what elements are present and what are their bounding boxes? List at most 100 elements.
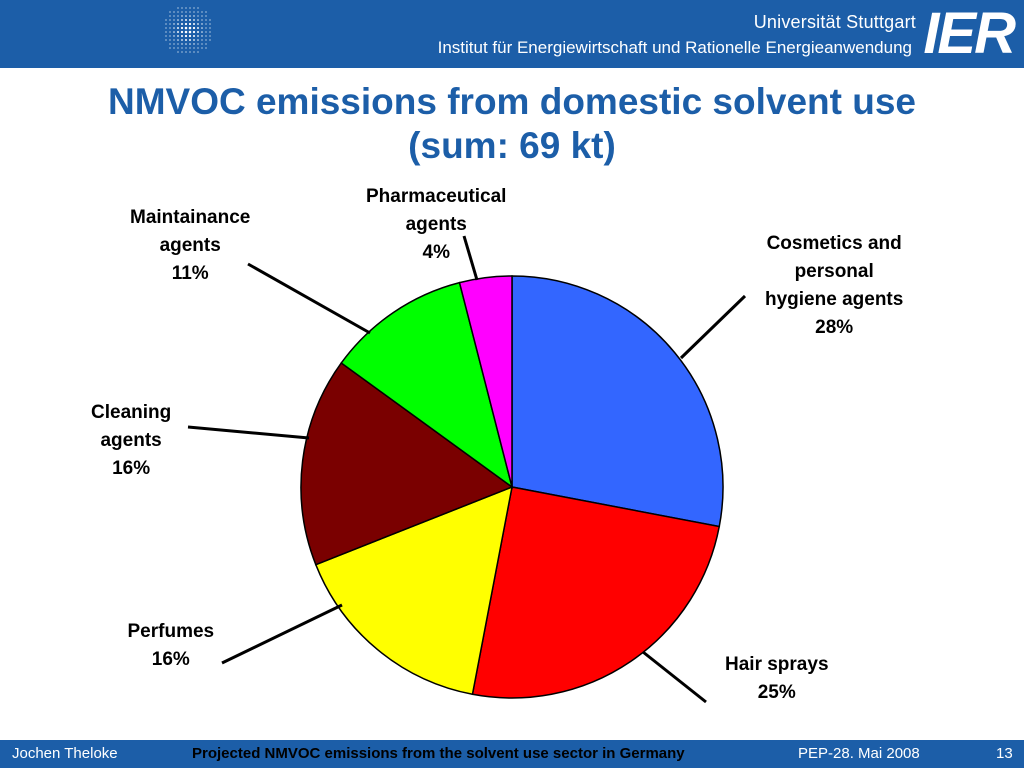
logo-dot (180, 26, 184, 30)
logo-dot (189, 11, 191, 13)
logo-dot (177, 11, 179, 13)
logo-dot (205, 15, 207, 17)
slice-label-text: Pharmaceutical (366, 186, 507, 207)
logo-dot (189, 51, 191, 53)
ier-logo: IER (923, 1, 1016, 66)
logo-dot (184, 26, 188, 30)
logo-dot (177, 39, 179, 41)
logo-dot (197, 35, 199, 37)
logo-dot (181, 39, 183, 41)
slice-label-1: Hair sprays 25% (725, 651, 829, 707)
slice-label-3: Cleaning agents 16% (91, 399, 171, 483)
leader-line-5 (462, 235, 479, 281)
logo-dot (177, 7, 179, 9)
logo-dot (180, 22, 184, 26)
logo-dot (205, 19, 207, 21)
slide-footer: Jochen Theloke Projected NMVOC emissions… (0, 740, 1024, 768)
logo-dot (193, 19, 195, 21)
logo-dot (181, 15, 183, 17)
leader-line-2 (221, 603, 343, 665)
logo-dot (185, 19, 187, 21)
logo-dot (197, 31, 199, 33)
logo-dot (201, 47, 203, 49)
logo-dot (169, 27, 171, 29)
logo-dot (193, 11, 195, 13)
logo-dot (209, 27, 211, 29)
logo-dot (165, 31, 167, 33)
pie-slice-4 (340, 281, 514, 489)
logo-dot (181, 51, 183, 53)
pie-slice-3 (300, 361, 514, 566)
logo-dot (184, 30, 188, 34)
logo-dot (169, 35, 171, 37)
chart-title: NMVOC emissions from domestic solvent us… (107, 81, 917, 122)
logo-dot (192, 22, 196, 26)
logo-dot (185, 43, 187, 45)
logo-dot (173, 43, 175, 45)
logo-dot (197, 7, 199, 9)
logo-dot (205, 31, 207, 33)
logo-dot (189, 47, 191, 49)
logo-dot (169, 39, 171, 41)
logo-dot (201, 19, 203, 21)
logo-dot (177, 43, 179, 45)
logo-dot (173, 27, 175, 29)
logo-dot (165, 23, 167, 25)
slice-label-text: Cosmetics and (766, 233, 902, 254)
logo-dot (193, 39, 195, 41)
logo-dot (177, 23, 179, 25)
logo-dot (173, 39, 175, 41)
logo-dot (181, 11, 183, 13)
logo-dot (201, 15, 203, 17)
logo-dot (209, 31, 211, 33)
university-logo-icon (165, 7, 211, 53)
logo-dot (177, 31, 179, 33)
logo-dot (189, 43, 191, 45)
logo-dot (201, 39, 203, 41)
logo-dot (193, 15, 195, 17)
footer-topic: Projected NMVOC emissions from the solve… (192, 745, 685, 762)
slice-percent: 4% (422, 242, 450, 263)
logo-dot (197, 27, 199, 29)
institute-name: Institut für Energiewirtschaft und Ratio… (437, 38, 912, 57)
logo-dot (193, 7, 195, 9)
logo-dot (209, 23, 211, 25)
slice-label-text: agents (100, 430, 162, 451)
logo-dot (201, 27, 203, 29)
slice-label-0: Cosmetics and personal hygiene agents 28% (765, 230, 903, 342)
logo-dot (205, 47, 207, 49)
logo-dot (185, 11, 187, 13)
pie-slice-1 (471, 486, 721, 699)
logo-dot (169, 23, 171, 25)
logo-dot (189, 7, 191, 9)
logo-dot (169, 15, 171, 17)
logo-dot (197, 23, 199, 25)
logo-dot (205, 43, 207, 45)
pie-slice-5 (458, 275, 513, 488)
logo-dot (173, 47, 175, 49)
logo-dot (188, 30, 192, 34)
logo-dot (193, 43, 195, 45)
footer-author: Jochen Theloke (12, 745, 118, 762)
logo-dot (189, 15, 191, 17)
logo-dot (185, 47, 187, 49)
slide-title: NMVOC emissions from domestic solvent us… (0, 80, 1024, 168)
logo-dot (201, 31, 203, 33)
slice-label-text: agents (159, 235, 221, 256)
logo-dot (173, 31, 175, 33)
logo-dot (169, 31, 171, 33)
logo-dot (197, 15, 199, 17)
leader-line-3 (187, 425, 310, 440)
logo-dot (180, 34, 184, 38)
logo-dot (173, 15, 175, 17)
slice-label-5: Pharmaceutical agents 4% (366, 183, 506, 267)
logo-dot (188, 26, 192, 30)
logo-dot (185, 39, 187, 41)
pie-chart (187, 235, 747, 704)
logo-dot (180, 30, 184, 34)
logo-dot (201, 43, 203, 45)
logo-dot (165, 39, 167, 41)
logo-dot (189, 39, 191, 41)
slice-percent: 11% (171, 263, 209, 284)
logo-dot (188, 22, 192, 26)
